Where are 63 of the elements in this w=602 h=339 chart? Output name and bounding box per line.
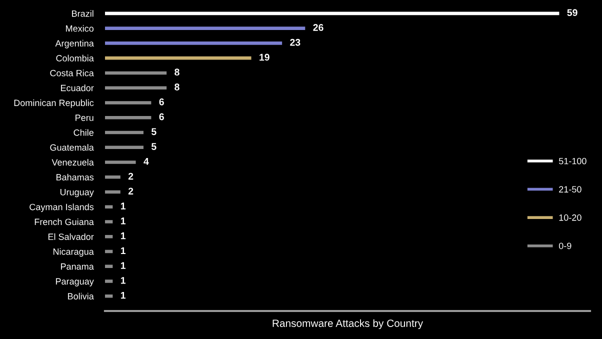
bar bbox=[105, 220, 113, 224]
data-label: 1 bbox=[121, 218, 126, 224]
y-tick-label: Brazil bbox=[72, 10, 94, 17]
y-tick-label: Costa Rica bbox=[50, 70, 94, 76]
legend-label: 0-9 bbox=[558, 242, 572, 250]
data-label: 4 bbox=[144, 158, 149, 165]
bar bbox=[105, 86, 167, 90]
data-label: 26 bbox=[313, 24, 324, 31]
bar bbox=[105, 160, 136, 164]
y-tick-label: Bolivia bbox=[68, 292, 94, 300]
data-label: 1 bbox=[121, 202, 126, 210]
bar bbox=[105, 205, 113, 208]
bar bbox=[105, 264, 113, 268]
data-label: 59 bbox=[567, 9, 578, 16]
data-label: 2 bbox=[128, 172, 134, 180]
y-tick-label: Colombia bbox=[56, 54, 94, 62]
data-label: 6 bbox=[159, 113, 164, 120]
y-tick-label: Uruguay bbox=[60, 189, 94, 198]
bar bbox=[105, 42, 282, 45]
bar bbox=[105, 116, 152, 120]
data-label: 1 bbox=[121, 277, 126, 284]
data-label: 1 bbox=[121, 292, 126, 299]
bar bbox=[105, 101, 152, 104]
y-tick-label: Peru bbox=[76, 114, 94, 121]
y-tick-label: Argentina bbox=[55, 40, 94, 48]
data-label: 23 bbox=[290, 38, 300, 46]
bar bbox=[105, 190, 120, 194]
y-tick-label: Cayman Islands bbox=[30, 204, 94, 212]
y-tick-label: El Salvador bbox=[48, 233, 94, 240]
data-label: 2 bbox=[128, 188, 134, 194]
data-label: 1 bbox=[121, 232, 126, 240]
bar bbox=[105, 146, 144, 149]
data-label: 5 bbox=[151, 128, 156, 136]
data-label: 1 bbox=[121, 262, 126, 269]
data-label: 8 bbox=[174, 68, 180, 76]
y-tick-label: Ecuador bbox=[61, 84, 94, 92]
y-tick-label: Venezuela bbox=[52, 158, 94, 166]
bar bbox=[105, 12, 560, 16]
data-label: 8 bbox=[174, 84, 180, 90]
y-tick-label: Bahamas bbox=[56, 174, 94, 180]
legend-label: 51-100 bbox=[558, 158, 586, 164]
data-label: 6 bbox=[159, 98, 164, 106]
bar bbox=[105, 26, 306, 30]
legend-label: 10-20 bbox=[559, 214, 582, 221]
y-tick-label: Paraguay bbox=[56, 278, 94, 286]
bar bbox=[105, 175, 120, 179]
bar bbox=[105, 294, 113, 298]
y-tick-label: French Guiana bbox=[34, 218, 94, 226]
data-label: 5 bbox=[151, 143, 156, 150]
y-tick-label: Dominican Republic bbox=[14, 99, 94, 108]
y-tick-label: Panama bbox=[61, 263, 94, 270]
y-tick-label: Mexico bbox=[66, 25, 94, 32]
y-tick-label: Guatemala bbox=[50, 144, 94, 151]
x-axis-title: Ransomware Attacks by Country bbox=[272, 319, 424, 330]
legend-label: 21-50 bbox=[559, 186, 582, 193]
data-label: 1 bbox=[121, 247, 126, 254]
y-tick-label: Chile bbox=[74, 129, 94, 136]
bar bbox=[105, 71, 167, 75]
y-tick-label: Nicaragua bbox=[53, 248, 94, 257]
bar bbox=[105, 56, 252, 60]
bar bbox=[105, 130, 144, 134]
bar bbox=[105, 280, 113, 283]
data-label: 19 bbox=[260, 54, 270, 61]
